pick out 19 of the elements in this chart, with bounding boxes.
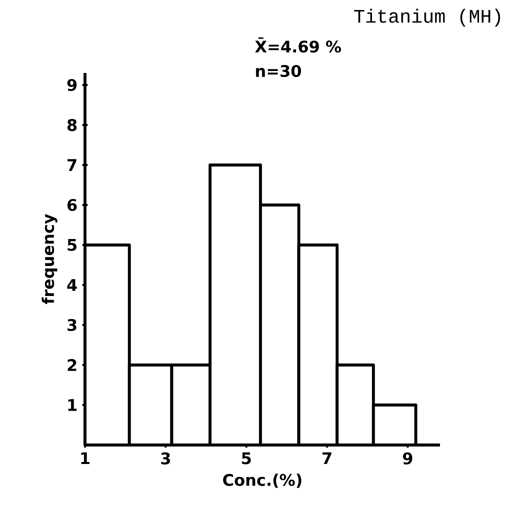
y-tick-label: 1 xyxy=(68,399,77,411)
x-tick-label: 9 xyxy=(402,452,412,464)
y-tick-label: 9 xyxy=(67,78,77,92)
x-tick-label: 1 xyxy=(81,452,90,464)
y-tick-label: 5 xyxy=(68,239,77,251)
text: X̄=4.69 % xyxy=(255,37,342,53)
x-tick-label: 7 xyxy=(322,452,332,464)
annotation: n=30 xyxy=(256,64,302,78)
y-tick-label: 4 xyxy=(67,279,77,291)
y-axis-title: frequency xyxy=(42,214,58,304)
x-axis-title: Conc.(%) xyxy=(223,474,302,488)
chart-title: Titanium (MH) xyxy=(354,8,500,27)
y-tick-label: 8 xyxy=(67,118,77,132)
y-tick-label: 6 xyxy=(67,198,77,212)
y-tick-label: 3 xyxy=(68,318,76,332)
x-tick-label: 5 xyxy=(242,452,251,464)
x-tick-label: 3 xyxy=(161,452,170,464)
y-tick-label: 7 xyxy=(68,159,76,171)
y-tick-label: 2 xyxy=(68,359,76,371)
